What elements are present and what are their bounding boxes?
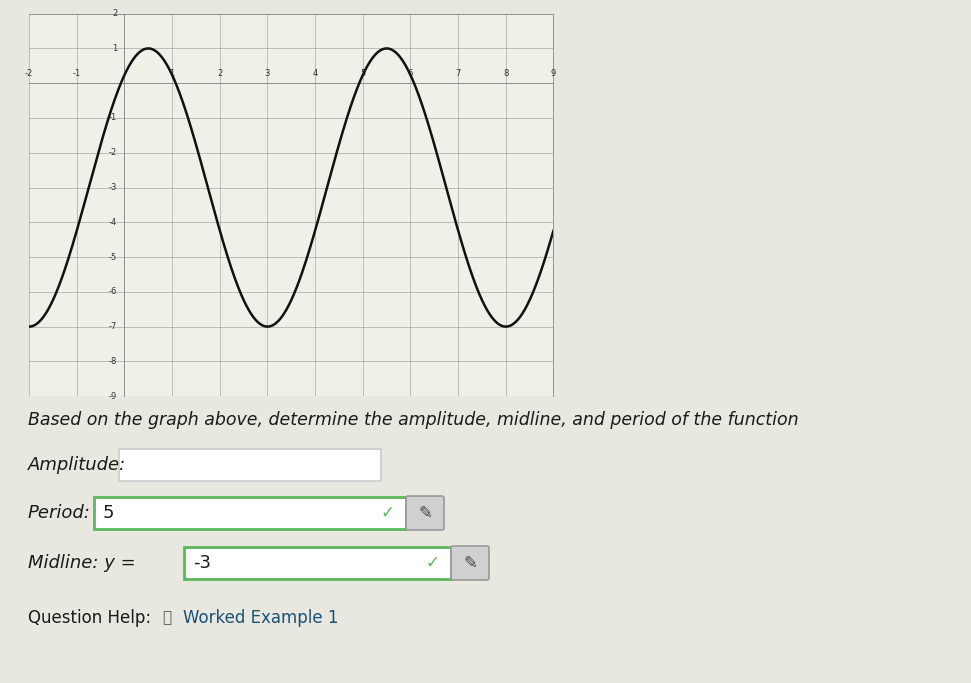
Text: Question Help:: Question Help:	[28, 609, 151, 627]
Text: ✎: ✎	[463, 554, 477, 572]
Text: -2: -2	[109, 148, 117, 157]
Text: -8: -8	[109, 357, 117, 366]
Text: 5: 5	[360, 69, 365, 78]
Text: -9: -9	[109, 391, 117, 401]
FancyBboxPatch shape	[451, 546, 489, 580]
Text: Midline: y =: Midline: y =	[28, 554, 136, 572]
Text: -1: -1	[109, 113, 117, 122]
FancyBboxPatch shape	[406, 496, 444, 530]
Text: -5: -5	[109, 253, 117, 262]
Text: 2: 2	[112, 9, 117, 18]
Text: -6: -6	[109, 288, 117, 296]
Text: ✓: ✓	[425, 554, 439, 572]
Text: ✓: ✓	[380, 504, 394, 522]
Text: ✎: ✎	[419, 504, 432, 522]
Text: 7: 7	[455, 69, 461, 78]
Text: -3: -3	[193, 554, 211, 572]
Text: 1: 1	[112, 44, 117, 53]
FancyBboxPatch shape	[184, 547, 451, 579]
Text: 1: 1	[170, 69, 175, 78]
Text: -2: -2	[25, 69, 33, 78]
Text: 8: 8	[503, 69, 509, 78]
FancyBboxPatch shape	[94, 497, 406, 529]
Text: Based on the graph above, determine the amplitude, midline, and period of the fu: Based on the graph above, determine the …	[28, 411, 798, 429]
Text: -1: -1	[73, 69, 81, 78]
Text: -7: -7	[109, 322, 117, 331]
Text: Period:: Period:	[28, 504, 91, 522]
Text: 6: 6	[408, 69, 413, 78]
FancyBboxPatch shape	[119, 449, 381, 481]
Text: Worked Example 1: Worked Example 1	[183, 609, 339, 627]
Text: 3: 3	[265, 69, 270, 78]
Text: -3: -3	[109, 183, 117, 192]
Text: 📋: 📋	[162, 611, 171, 626]
Text: 2: 2	[218, 69, 222, 78]
Text: 4: 4	[313, 69, 318, 78]
Text: Amplitude:: Amplitude:	[28, 456, 126, 474]
Text: 5: 5	[103, 504, 115, 522]
Text: 9: 9	[551, 69, 556, 78]
Text: -4: -4	[109, 218, 117, 227]
